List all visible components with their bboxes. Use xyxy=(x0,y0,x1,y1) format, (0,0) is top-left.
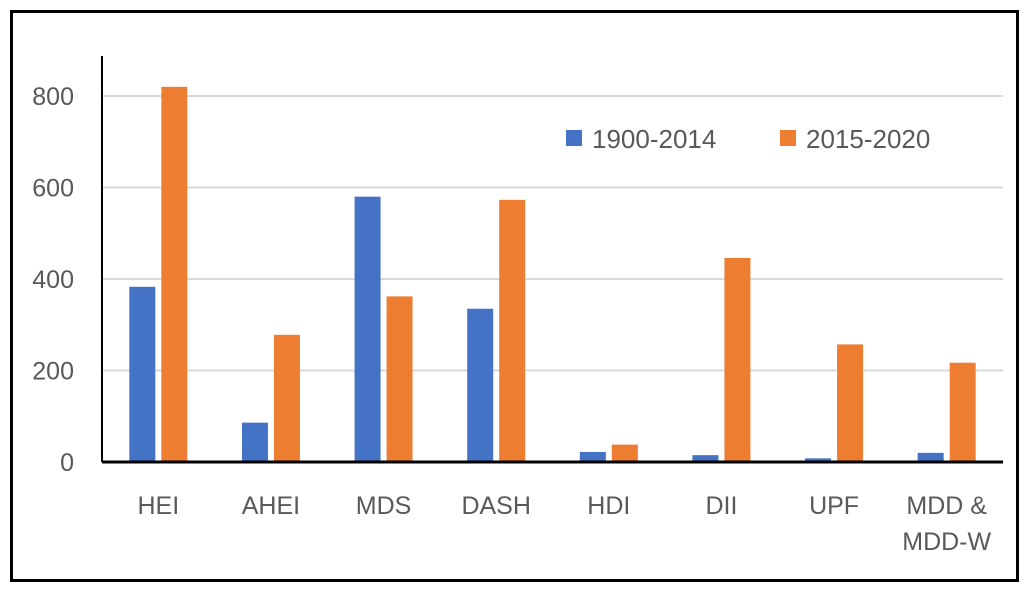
legend-swatch-2015-2020 xyxy=(780,130,796,146)
bar-2015-2020-UPF xyxy=(837,344,864,462)
x-tick-label: DII xyxy=(705,492,737,520)
bar-1900-2014-HEI xyxy=(129,286,156,462)
y-tick-label: 600 xyxy=(32,175,74,203)
x-tick-label: DASH xyxy=(461,492,530,520)
legend-label-2015-2020: 2015-2020 xyxy=(806,124,930,154)
y-tick-label: 400 xyxy=(32,266,74,294)
y-tick-label: 200 xyxy=(32,358,74,386)
bar-1900-2014-UPF xyxy=(805,458,832,462)
legend-swatch-1900-2014 xyxy=(566,130,582,146)
bars xyxy=(129,86,976,463)
bar-1900-2014-DII xyxy=(692,455,719,462)
bar-2015-2020-AHEI xyxy=(273,334,300,462)
x-tick-label: MDD & xyxy=(906,492,987,520)
bar-2015-2020-DASH xyxy=(499,199,526,463)
bar-2015-2020-MDD & MDD-W xyxy=(949,362,976,462)
legend-label-1900-2014: 1900-2014 xyxy=(592,124,716,154)
y-tick-label: 800 xyxy=(32,83,74,111)
bar-1900-2014-MDS xyxy=(354,196,381,462)
axes xyxy=(101,56,1003,464)
bar-2015-2020-MDS xyxy=(386,296,413,462)
x-tick-label: UPF xyxy=(809,492,859,520)
x-tick-label: MDD-W xyxy=(902,528,991,556)
bar-2015-2020-DII xyxy=(724,257,751,462)
x-tick-label: HEI xyxy=(137,492,179,520)
bar-1900-2014-DASH xyxy=(467,308,494,462)
bar-1900-2014-MDD & MDD-W xyxy=(917,452,944,462)
bar-2015-2020-HEI xyxy=(161,86,188,462)
bar-2015-2020-HDI xyxy=(611,444,638,462)
x-axis-tick-labels: HEI AHEI MDS DASH HDI DII UPF MDD & MDD-W xyxy=(137,492,991,556)
bar-1900-2014-HDI xyxy=(579,451,606,462)
x-tick-label: HDI xyxy=(587,492,630,520)
y-tick-label: 0 xyxy=(60,449,74,477)
legend: 1900-2014 2015-2020 xyxy=(566,124,930,154)
x-tick-label: AHEI xyxy=(242,492,300,520)
bar-1900-2014-AHEI xyxy=(241,422,268,462)
y-axis-tick-labels: 0 200 400 600 800 xyxy=(32,83,74,477)
x-tick-label: MDS xyxy=(356,492,412,520)
